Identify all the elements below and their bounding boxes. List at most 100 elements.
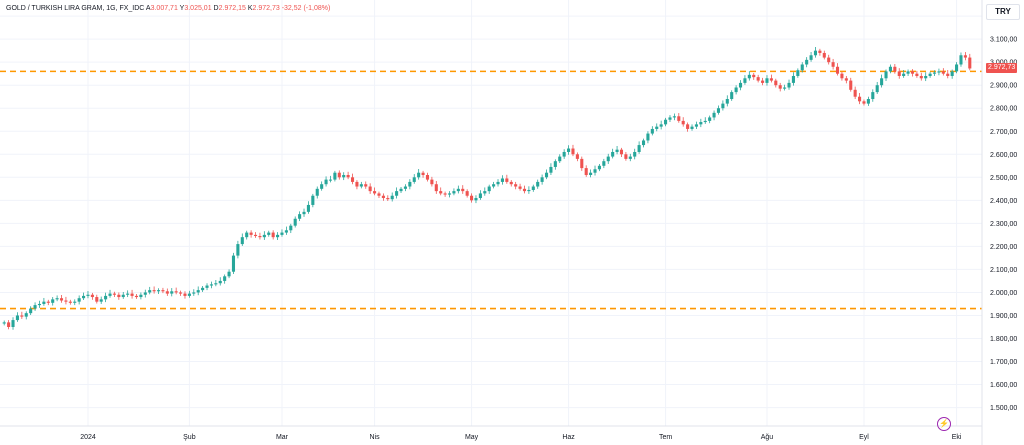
candle bbox=[227, 269, 231, 279]
candle bbox=[571, 144, 575, 157]
candle bbox=[337, 170, 341, 180]
y-tick-label: 2.900,00 bbox=[990, 83, 1017, 90]
candle bbox=[712, 110, 716, 121]
candle bbox=[77, 295, 81, 305]
candle bbox=[734, 85, 738, 95]
candle bbox=[276, 232, 280, 240]
candle bbox=[267, 230, 271, 237]
candle bbox=[350, 173, 355, 185]
candle bbox=[231, 252, 236, 275]
candle bbox=[148, 286, 152, 295]
candle bbox=[500, 175, 504, 185]
price-axis[interactable]: 1.500,00 1.600,00 1.700,00 1.800,00 1.900,00… bbox=[990, 14, 1017, 412]
candle bbox=[2, 320, 6, 326]
candle bbox=[941, 68, 945, 76]
candle bbox=[761, 77, 765, 86]
candle bbox=[756, 74, 760, 83]
candle bbox=[562, 149, 566, 159]
candle bbox=[509, 180, 513, 187]
candle bbox=[791, 72, 795, 86]
candle bbox=[452, 188, 456, 196]
candle bbox=[161, 287, 165, 294]
candle bbox=[650, 126, 654, 136]
candle bbox=[919, 72, 923, 81]
candle bbox=[456, 185, 460, 194]
candle bbox=[906, 69, 910, 76]
candle bbox=[342, 172, 346, 181]
candle bbox=[165, 288, 169, 296]
candle bbox=[575, 152, 579, 162]
candle bbox=[796, 68, 800, 78]
candle bbox=[822, 50, 826, 60]
candle bbox=[730, 90, 734, 101]
y-tick-label: 1.700,00 bbox=[990, 359, 1017, 366]
candle bbox=[390, 192, 394, 202]
candle bbox=[915, 70, 919, 78]
candle bbox=[280, 229, 284, 237]
candle bbox=[677, 113, 681, 123]
candle bbox=[813, 46, 818, 58]
candle bbox=[11, 317, 15, 330]
candle bbox=[223, 274, 227, 284]
candle bbox=[386, 195, 390, 202]
candle bbox=[408, 179, 412, 190]
close-label: K bbox=[247, 5, 253, 12]
x-tick-label: Eyl bbox=[859, 434, 869, 441]
open-value: 3.007,71 bbox=[150, 5, 178, 12]
candle bbox=[121, 291, 125, 299]
change-value: -32,52 (-1,08%) bbox=[281, 5, 331, 12]
candle bbox=[655, 123, 659, 132]
candle bbox=[699, 118, 703, 128]
y-tick-label: 2.700,00 bbox=[990, 129, 1017, 136]
candle bbox=[540, 174, 544, 185]
candle bbox=[236, 240, 240, 259]
candle bbox=[686, 122, 690, 132]
candle bbox=[249, 230, 253, 238]
candle bbox=[240, 233, 244, 246]
candle bbox=[68, 299, 72, 305]
candle bbox=[694, 121, 698, 129]
time-axis[interactable]: 2024ŞubMarNisMayHazTemAğuEylEkiKasAra bbox=[80, 434, 1024, 441]
candle bbox=[835, 63, 840, 76]
candle bbox=[769, 74, 773, 83]
candle bbox=[597, 163, 601, 172]
candle bbox=[59, 294, 64, 303]
close-value: 2.972,73 bbox=[252, 5, 280, 12]
candle bbox=[315, 186, 319, 199]
candle bbox=[664, 117, 668, 127]
candle bbox=[293, 216, 297, 228]
candle bbox=[187, 290, 191, 298]
candle bbox=[800, 62, 804, 73]
horizontal-lines[interactable] bbox=[0, 70, 982, 310]
grid bbox=[0, 0, 982, 426]
candle bbox=[783, 84, 787, 91]
candle bbox=[403, 184, 407, 192]
candle bbox=[496, 179, 500, 187]
currency-button[interactable]: TRY bbox=[986, 4, 1020, 20]
candle bbox=[708, 115, 712, 124]
candle bbox=[271, 230, 275, 240]
candle bbox=[143, 289, 147, 298]
candle bbox=[928, 71, 932, 78]
candle bbox=[86, 291, 90, 299]
candle bbox=[399, 186, 403, 193]
candle bbox=[355, 180, 359, 190]
candle bbox=[284, 226, 288, 235]
candle bbox=[364, 181, 368, 189]
candle bbox=[897, 68, 901, 79]
y-tick-label: 1.600,00 bbox=[990, 382, 1017, 389]
candle bbox=[439, 187, 443, 196]
candle bbox=[425, 172, 430, 182]
y-tick-label: 2.500,00 bbox=[990, 175, 1017, 182]
candle bbox=[968, 53, 972, 71]
x-tick-label: Eki bbox=[952, 434, 962, 441]
candle bbox=[15, 312, 19, 322]
candle bbox=[580, 156, 584, 171]
candle bbox=[461, 185, 465, 194]
candle bbox=[924, 72, 928, 82]
x-tick-label: Nis bbox=[370, 434, 381, 441]
candle bbox=[858, 93, 862, 105]
candle bbox=[320, 181, 324, 191]
lightning-icon[interactable]: ⚡ bbox=[937, 417, 951, 431]
